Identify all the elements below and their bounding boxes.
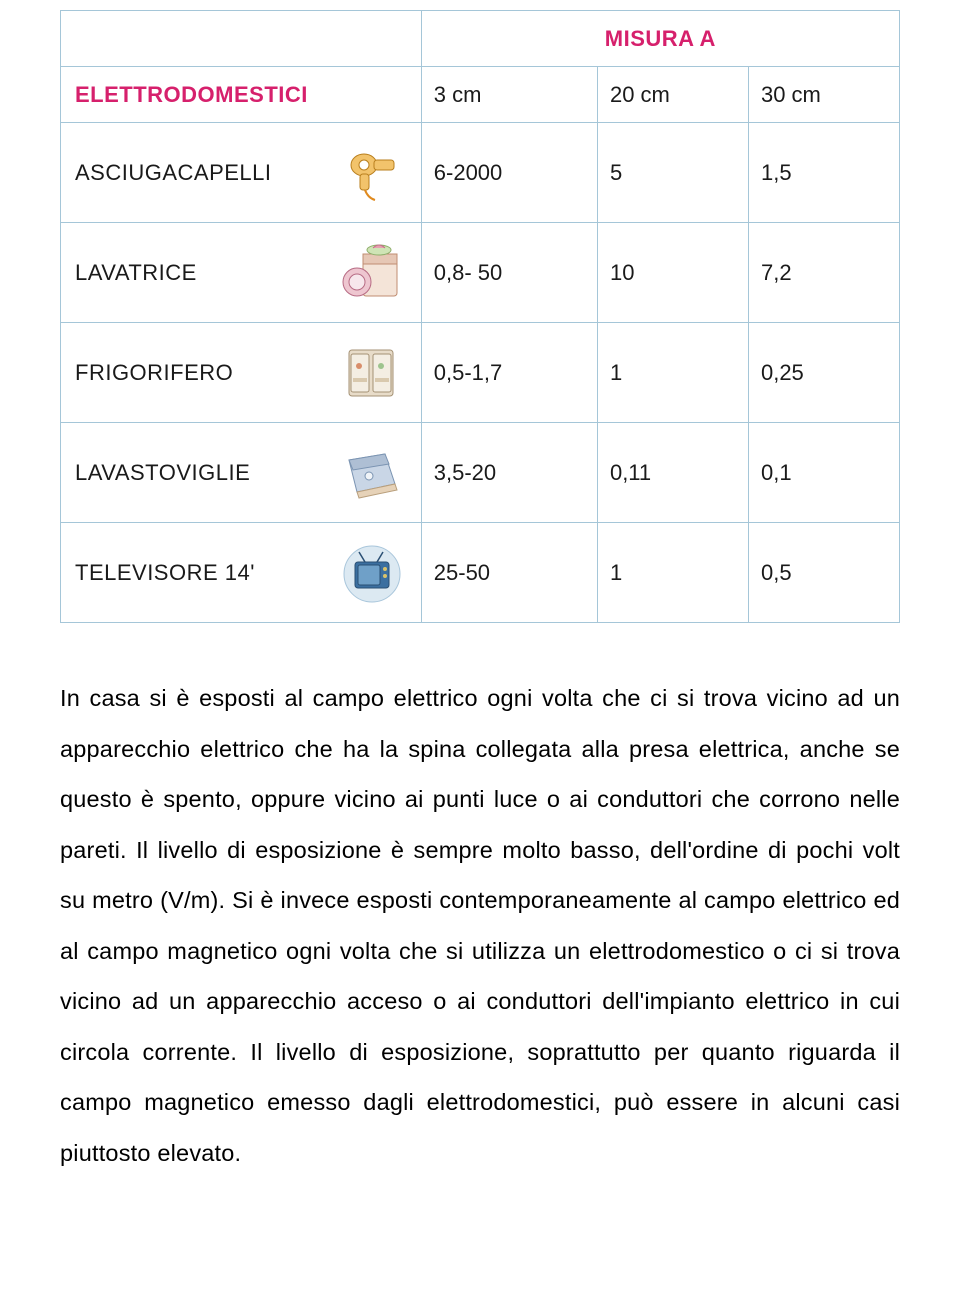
- table-header-row: MISURA A: [61, 11, 900, 67]
- appliance-name: LAVASTOVIGLIE: [75, 460, 250, 486]
- value-30cm: 0,25: [748, 323, 899, 423]
- hairdryer-icon: [337, 138, 407, 208]
- table-subheader-row: ELETTRODOMESTICI 3 cm 20 cm 30 cm: [61, 67, 900, 123]
- value-20cm: 10: [597, 223, 748, 323]
- value-20cm: 5: [597, 123, 748, 223]
- col-20cm: 20 cm: [597, 67, 748, 123]
- header-title: MISURA A: [421, 11, 899, 67]
- washer-icon: [337, 238, 407, 308]
- value-30cm: 0,1: [748, 423, 899, 523]
- value-3cm: 25-50: [421, 523, 597, 623]
- appliances-table: MISURA A ELETTRODOMESTICI 3 cm 20 cm 30 …: [60, 10, 900, 623]
- header-blank-cell: [61, 11, 422, 67]
- value-30cm: 1,5: [748, 123, 899, 223]
- value-3cm: 0,8- 50: [421, 223, 597, 323]
- table-row: LAVASTOVIGLIE 3,5-20 0,11 0,1: [61, 423, 900, 523]
- table-row: ASCIUGACAPELLI 6-2000 5 1,5: [61, 123, 900, 223]
- col-30cm: 30 cm: [748, 67, 899, 123]
- value-3cm: 6-2000: [421, 123, 597, 223]
- dishwasher-icon: [337, 438, 407, 508]
- col-3cm: 3 cm: [421, 67, 597, 123]
- tv-icon: [337, 538, 407, 608]
- value-3cm: 3,5-20: [421, 423, 597, 523]
- value-30cm: 7,2: [748, 223, 899, 323]
- table-row: LAVATRICE 0,8- 50 10 7,2: [61, 223, 900, 323]
- appliance-name: LAVATRICE: [75, 260, 197, 286]
- body-paragraph: In casa si è esposti al campo elettrico …: [60, 673, 900, 1178]
- fridge-icon: [337, 338, 407, 408]
- appliance-name: ASCIUGACAPELLI: [75, 160, 272, 186]
- value-20cm: 0,11: [597, 423, 748, 523]
- table-row: TELEVISORE 14' 25-50: [61, 523, 900, 623]
- table-row: FRIGORIFERO 0,5-1,7: [61, 323, 900, 423]
- value-20cm: 1: [597, 323, 748, 423]
- left-heading: ELETTRODOMESTICI: [61, 67, 422, 123]
- value-20cm: 1: [597, 523, 748, 623]
- appliance-name: FRIGORIFERO: [75, 360, 233, 386]
- value-30cm: 0,5: [748, 523, 899, 623]
- appliance-name: TELEVISORE 14': [75, 560, 255, 586]
- value-3cm: 0,5-1,7: [421, 323, 597, 423]
